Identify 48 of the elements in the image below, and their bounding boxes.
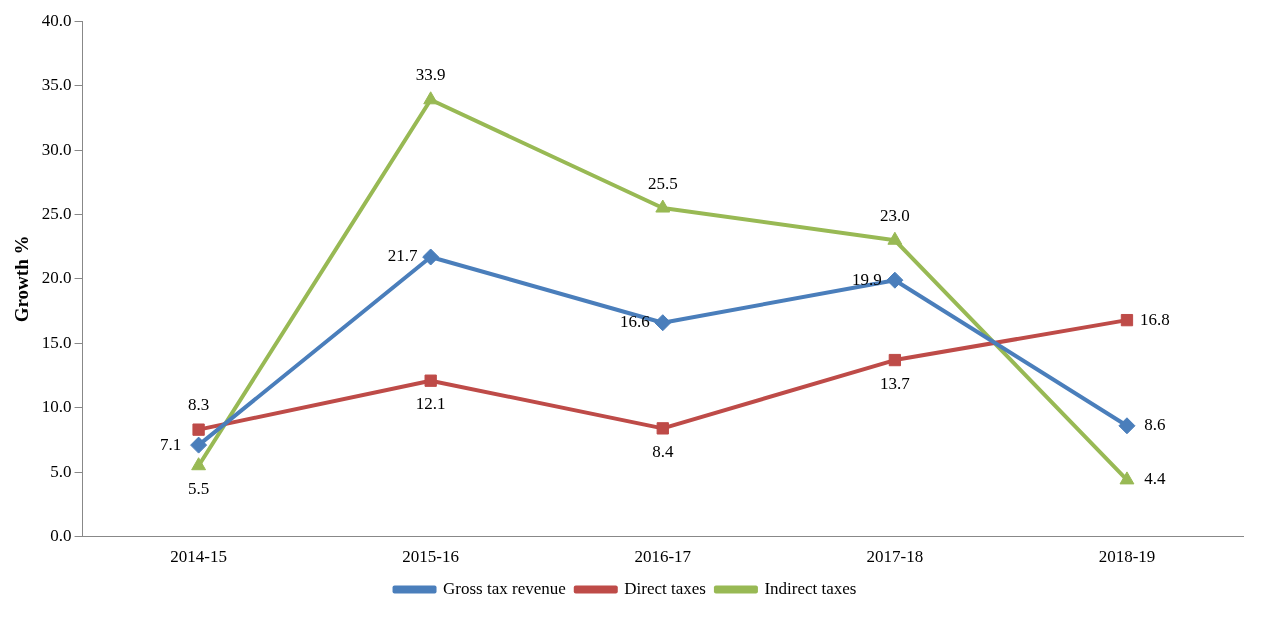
x-tick-label: 2014-15 [170, 547, 227, 567]
y-tick-label: 40.0 [41, 10, 72, 30]
x-tick-label: 2017-18 [866, 547, 924, 567]
point [654, 314, 672, 332]
point [1118, 417, 1136, 435]
point [190, 436, 208, 454]
data-label: 7.1 [159, 434, 182, 454]
x-tick-label: 2018-19 [1098, 547, 1156, 567]
y-tick-label: 15.0 [41, 332, 72, 352]
data-label: 33.9 [415, 65, 446, 85]
point [191, 457, 207, 471]
point [887, 231, 903, 245]
point [1120, 313, 1134, 327]
data-label: 8.6 [1144, 415, 1166, 435]
data-label: 21.7 [387, 246, 419, 266]
point [888, 353, 902, 367]
point [886, 271, 904, 289]
data-label: 8.3 [187, 395, 210, 415]
data-label: 23.0 [879, 205, 910, 225]
point [424, 374, 437, 387]
data-label: 16.8 [1140, 309, 1170, 329]
data-label: 16.6 [619, 312, 650, 332]
point [656, 422, 669, 435]
data-label: 25.5 [647, 173, 678, 193]
y-tick-label: 20.0 [41, 268, 72, 288]
data-label: 12.1 [415, 394, 446, 414]
point [655, 199, 671, 213]
y-tick-label: 0.0 [50, 526, 72, 546]
y-tick-label: 10.0 [41, 397, 72, 417]
y-axis-title: Growth % [11, 235, 33, 323]
legend-label: Direct taxes [624, 578, 706, 598]
point [422, 248, 440, 266]
data-label: 4.4 [1144, 469, 1167, 489]
point [423, 91, 439, 105]
point [192, 423, 205, 436]
legend-label: Gross tax revenue [443, 578, 566, 598]
x-tick-label: 2015-16 [402, 547, 460, 567]
data-label: 19.9 [851, 269, 882, 289]
y-tick-label: 25.0 [41, 203, 72, 223]
data-label: 13.7 [879, 373, 911, 393]
point [1119, 471, 1135, 485]
y-tick-label: 30.0 [41, 139, 72, 159]
data-label: 8.4 [652, 441, 674, 461]
y-tick-label: 5.0 [50, 461, 72, 481]
y-tick-label: 35.0 [41, 75, 72, 95]
legend-label: Indirect taxes [764, 578, 857, 598]
data-label: 5.5 [187, 479, 210, 499]
x-tick-label: 2016-17 [634, 547, 692, 567]
